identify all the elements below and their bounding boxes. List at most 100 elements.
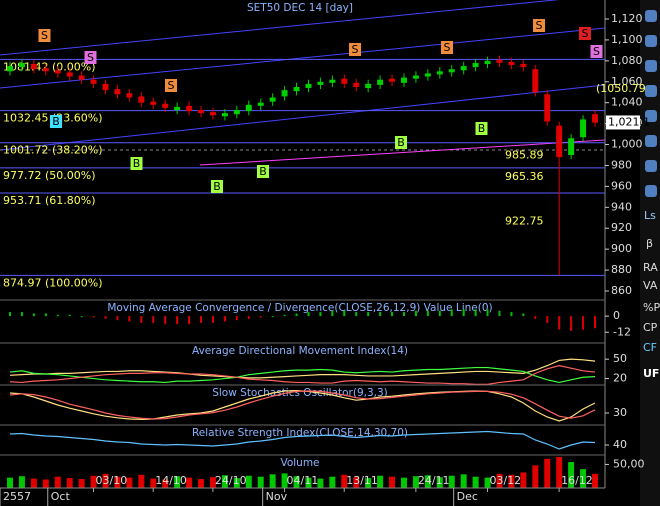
volume-bar bbox=[281, 473, 288, 488]
volume-bar bbox=[460, 474, 467, 488]
signal-marker bbox=[533, 19, 545, 32]
macd-bar bbox=[450, 309, 453, 317]
candle-body bbox=[66, 72, 73, 77]
month-label: 2557 bbox=[3, 490, 31, 503]
panel-title: Relative Strength Index(CLOSE,14,30,70) bbox=[192, 427, 408, 439]
y-tick-label: 980 bbox=[611, 158, 632, 171]
signal-marker bbox=[579, 27, 591, 40]
channel-lines bbox=[0, 0, 606, 166]
candle-body bbox=[448, 69, 455, 73]
signal-label: B bbox=[259, 165, 267, 178]
signal-marker bbox=[590, 45, 603, 58]
volume-bar bbox=[90, 475, 97, 488]
candle-body bbox=[365, 83, 372, 89]
candle-body bbox=[472, 62, 479, 68]
macd-bar bbox=[379, 312, 382, 317]
macd-bar bbox=[546, 316, 549, 323]
macd-bar bbox=[259, 316, 262, 318]
candle-body bbox=[580, 119, 587, 138]
y-tick-label: 30 bbox=[613, 406, 627, 419]
candle-body bbox=[209, 112, 216, 116]
candle-body bbox=[150, 101, 157, 105]
candle-body bbox=[114, 89, 121, 95]
macd-bar bbox=[223, 316, 226, 322]
macd-bar bbox=[355, 312, 358, 317]
candle-body bbox=[233, 110, 240, 115]
volume-bar bbox=[18, 476, 25, 488]
y-tick-label: 1,040 bbox=[611, 96, 643, 109]
side-label: (1050.79 bbox=[596, 82, 646, 95]
volume-bar bbox=[556, 456, 563, 488]
indicator-line bbox=[9, 364, 596, 385]
signal-label: S bbox=[444, 41, 451, 54]
toolbar-labels[interactable]: Ls β RA VA %P CP CF UF bbox=[643, 209, 660, 380]
y-tick-label: 860 bbox=[611, 284, 632, 297]
volume-bar bbox=[186, 477, 193, 488]
volume-bar bbox=[198, 479, 205, 488]
macd-bar bbox=[211, 316, 214, 323]
svg-text:%P: %P bbox=[643, 301, 660, 314]
signal-marker bbox=[395, 136, 407, 149]
fib-label: 977.72 (50.00%) bbox=[3, 169, 96, 182]
candle-body bbox=[221, 113, 228, 117]
macd-bar bbox=[140, 316, 143, 323]
y-tick-label: 20 bbox=[613, 372, 627, 385]
volume-bar bbox=[508, 474, 515, 488]
candle-body bbox=[412, 75, 419, 79]
volume-bar bbox=[233, 478, 240, 488]
volume-bar bbox=[448, 475, 455, 488]
volume-bar bbox=[78, 479, 85, 488]
macd-bar bbox=[307, 312, 310, 317]
volume-bar bbox=[126, 477, 133, 488]
candle-body bbox=[42, 68, 49, 72]
signal-marker bbox=[165, 79, 177, 92]
x-tick-label: 03/10 bbox=[96, 474, 128, 487]
volume-bar bbox=[317, 478, 324, 488]
signal-label: S bbox=[352, 43, 359, 56]
signal-label: B bbox=[133, 157, 141, 170]
volume-bar bbox=[353, 477, 360, 488]
volume-bar bbox=[7, 477, 13, 488]
panel-title: Slow Stochastics Oscillator(9,3,3) bbox=[212, 387, 388, 399]
volume-bar bbox=[532, 465, 539, 488]
macd-bar bbox=[56, 314, 59, 317]
month-label: Dec bbox=[457, 490, 478, 503]
y-tick-label: 1,000 bbox=[611, 138, 643, 151]
indicator-line bbox=[9, 430, 596, 450]
signal-label: B bbox=[478, 122, 486, 135]
y-tick-label: 960 bbox=[611, 179, 632, 192]
volume-bar bbox=[245, 475, 252, 488]
x-tick-label: 13/11 bbox=[346, 474, 378, 487]
volume-bar bbox=[592, 473, 598, 488]
macd-bar bbox=[80, 316, 83, 318]
candle-body bbox=[305, 83, 312, 89]
svg-text:β: β bbox=[646, 237, 653, 250]
candle-body bbox=[341, 78, 348, 84]
candle-body bbox=[568, 138, 575, 155]
macd-bar bbox=[498, 310, 501, 317]
indicator-line bbox=[9, 390, 596, 420]
candle-body bbox=[353, 82, 360, 87]
signal-marker bbox=[38, 29, 51, 42]
volume-bar bbox=[341, 474, 348, 488]
panel-title: Volume bbox=[280, 457, 319, 469]
candle-body bbox=[54, 70, 61, 74]
toolbar[interactable] bbox=[640, 0, 660, 506]
chart-title: SET50 DEC 14 [day] bbox=[247, 2, 353, 14]
macd-bar bbox=[510, 312, 513, 317]
y-tick-label: 50,00 bbox=[613, 457, 645, 470]
macd-bar bbox=[164, 316, 167, 325]
volume-bar bbox=[305, 477, 312, 488]
candle-body bbox=[436, 71, 443, 75]
signal-marker bbox=[50, 115, 62, 128]
x-tick-label: 03/12 bbox=[489, 474, 521, 487]
fib-label: 1001.72 (38.20%) bbox=[3, 144, 103, 157]
candle-body bbox=[293, 87, 300, 92]
fib-label: 1081.42 (0.00%) bbox=[3, 60, 96, 73]
month-label: Nov bbox=[266, 490, 288, 503]
volume-bar bbox=[209, 477, 216, 488]
volume-bar bbox=[66, 478, 73, 488]
toolbar-icons[interactable] bbox=[645, 10, 657, 197]
fib-label: 874.97 (100.00%) bbox=[3, 276, 103, 289]
volume-bar bbox=[580, 469, 587, 488]
